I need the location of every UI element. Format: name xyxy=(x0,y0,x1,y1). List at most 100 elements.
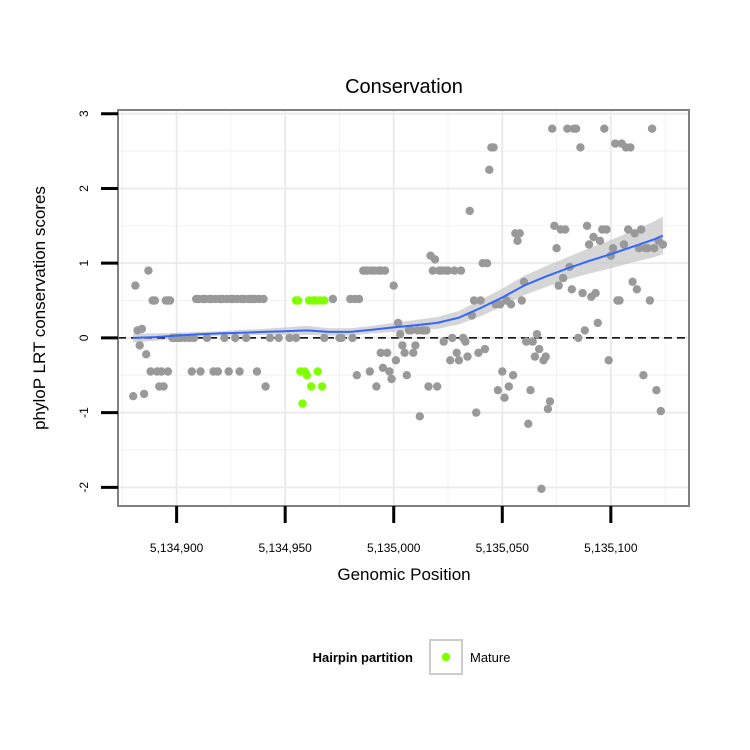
data-point xyxy=(391,356,401,365)
data-point xyxy=(485,165,494,174)
data-point xyxy=(422,326,431,335)
data-point xyxy=(220,333,229,343)
data-point xyxy=(241,333,251,343)
data-point xyxy=(515,229,524,238)
data-point xyxy=(189,333,199,343)
data-point xyxy=(402,371,411,380)
data-point xyxy=(500,393,509,402)
data-point xyxy=(433,382,442,391)
data-point xyxy=(600,124,609,133)
data-point xyxy=(528,337,537,346)
data-point xyxy=(352,371,361,380)
data-point xyxy=(378,363,388,372)
data-point xyxy=(580,326,589,335)
data-point xyxy=(396,330,405,339)
data-point xyxy=(337,333,346,343)
data-point xyxy=(543,404,553,414)
data-point xyxy=(348,333,357,343)
y-tick-label: -1 xyxy=(77,407,91,418)
data-point xyxy=(415,412,424,421)
data-point xyxy=(541,352,550,361)
data-point xyxy=(159,382,168,391)
data-point xyxy=(469,296,479,305)
data-point xyxy=(213,367,223,376)
legend-key xyxy=(429,639,463,675)
data-point xyxy=(656,406,665,416)
y-axis: -2 -1 0 1 2 3 xyxy=(77,110,118,493)
x-tick-label: 5,135,100 xyxy=(584,541,638,555)
data-point xyxy=(452,348,461,357)
data-point xyxy=(550,221,559,230)
data-point xyxy=(372,382,381,391)
data-point xyxy=(584,240,594,249)
data-point xyxy=(163,367,173,376)
data-point xyxy=(658,240,668,249)
data-point xyxy=(493,386,503,395)
data-point xyxy=(482,259,492,268)
data-point xyxy=(448,333,457,343)
data-point xyxy=(129,392,138,401)
data-point xyxy=(522,337,531,346)
data-point xyxy=(630,229,639,238)
data-point-mature xyxy=(320,296,329,305)
data-point xyxy=(139,389,149,399)
data-point xyxy=(430,255,440,264)
data-point xyxy=(393,318,403,328)
data-point xyxy=(354,294,364,304)
data-point xyxy=(472,408,481,417)
data-point xyxy=(619,240,629,249)
grid-lines xyxy=(118,110,689,506)
data-point xyxy=(626,143,635,152)
smooth-confidence-band xyxy=(133,216,663,343)
data-point xyxy=(259,294,268,304)
data-point xyxy=(495,300,505,309)
x-tick-label: 5,134,900 xyxy=(150,541,204,555)
smooth-trend-line xyxy=(133,234,664,339)
data-point-mature xyxy=(313,367,322,376)
y-tick-label: -2 xyxy=(77,482,91,493)
data-point xyxy=(474,348,483,357)
data-point xyxy=(489,143,498,152)
data-point xyxy=(628,277,637,286)
data-point xyxy=(265,333,275,343)
data-point xyxy=(202,333,212,343)
legend-label-mature: Mature xyxy=(470,650,510,665)
y-tick-label: 0 xyxy=(77,334,91,341)
data-point xyxy=(428,266,437,275)
data-point xyxy=(524,419,533,428)
data-point xyxy=(465,206,474,216)
data-point xyxy=(643,244,652,253)
legend-key-dot xyxy=(441,652,451,662)
data-point xyxy=(567,285,576,294)
data-point xyxy=(624,225,633,234)
data-point xyxy=(561,225,570,234)
data-point xyxy=(439,337,448,346)
x-tick-label: 5,135,050 xyxy=(476,541,530,555)
data-point xyxy=(593,318,602,328)
y-tick-label: 2 xyxy=(77,185,91,192)
data-point xyxy=(532,330,542,339)
plot-panel xyxy=(117,109,690,507)
data-point xyxy=(365,367,374,376)
data-point xyxy=(526,386,535,395)
x-tick-label: 5,134,950 xyxy=(258,541,312,555)
data-point xyxy=(615,296,624,305)
data-point xyxy=(446,356,455,365)
data-point xyxy=(144,266,153,275)
data-point xyxy=(400,348,409,357)
data-point-mature xyxy=(294,296,303,305)
data-point xyxy=(530,352,540,361)
x-tick-label: 5,135,000 xyxy=(367,541,421,555)
data-point xyxy=(639,371,648,380)
data-point xyxy=(380,266,390,275)
data-point xyxy=(548,124,557,133)
data-point xyxy=(456,266,466,275)
data-point xyxy=(574,333,583,343)
data-point xyxy=(576,143,585,152)
plot-background xyxy=(118,110,689,506)
data-point xyxy=(231,333,240,343)
data-point xyxy=(578,288,587,298)
data-point xyxy=(454,356,464,365)
data-point xyxy=(387,374,396,384)
data-point xyxy=(604,356,613,365)
